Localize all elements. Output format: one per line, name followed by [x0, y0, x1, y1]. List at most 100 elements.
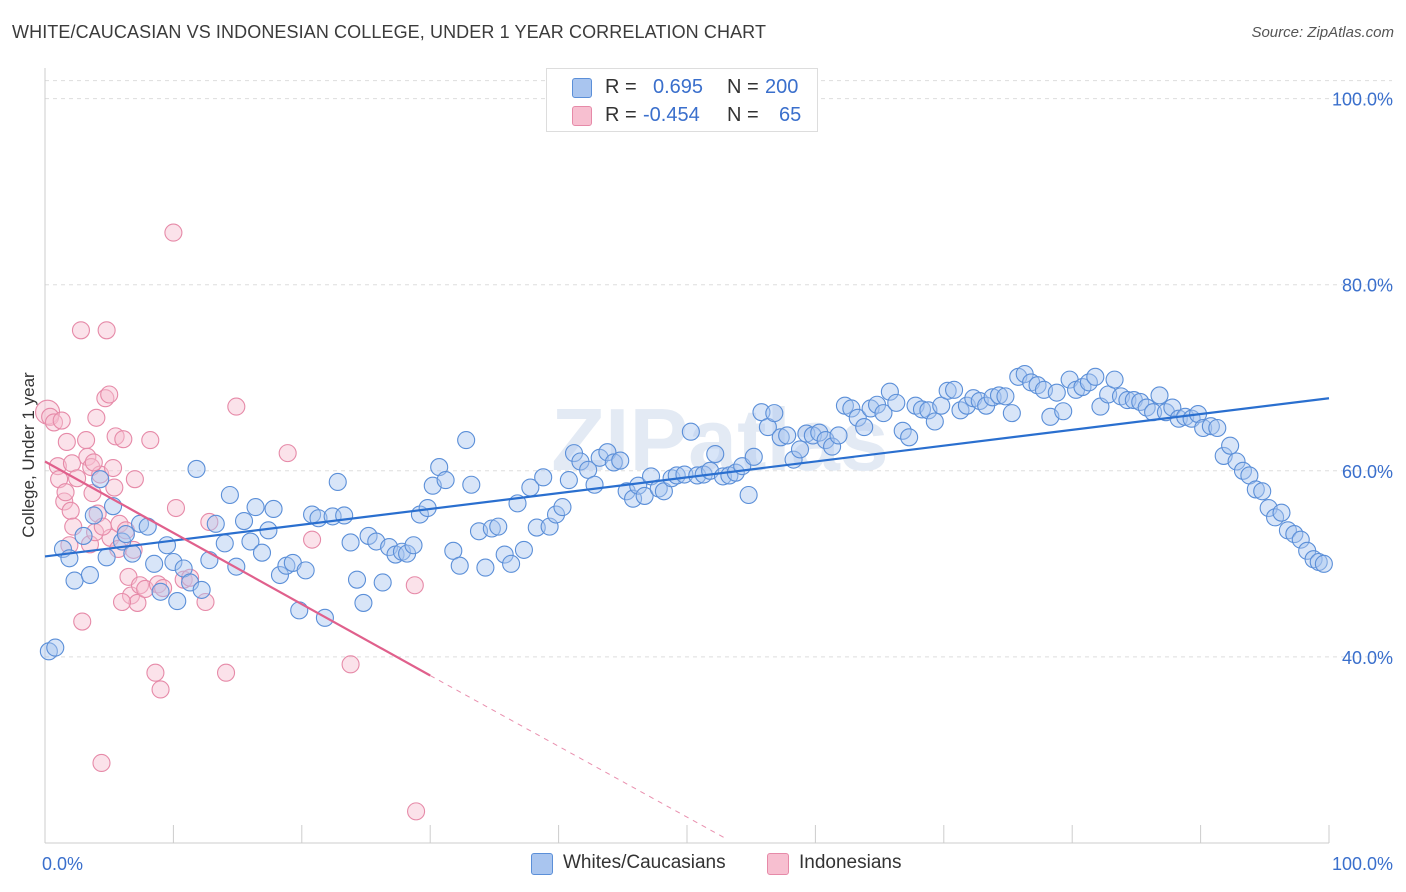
- data-point-whites: [1073, 378, 1092, 397]
- data-point-indonesians: [97, 321, 116, 340]
- data-point-whites: [1047, 383, 1066, 402]
- data-point-whites: [912, 400, 932, 419]
- data-point-whites: [145, 554, 164, 573]
- data-point-whites: [951, 401, 970, 420]
- data-point-whites: [1221, 436, 1240, 455]
- data-point-whites: [635, 486, 654, 505]
- data-point-whites: [502, 554, 521, 573]
- data-point-whites: [220, 485, 239, 505]
- data-point-whites: [598, 443, 617, 462]
- data-point-whites: [84, 506, 103, 525]
- data-point-whites: [168, 592, 187, 611]
- data-point-whites: [1253, 482, 1272, 501]
- data-point-whites: [629, 476, 648, 495]
- data-point-whites: [206, 514, 225, 533]
- data-point-whites: [157, 536, 177, 555]
- data-point-whites: [246, 498, 265, 517]
- data-point-whites: [893, 421, 912, 440]
- data-point-whites: [546, 505, 566, 524]
- data-point-whites: [335, 506, 354, 525]
- data-point-indonesians: [114, 430, 133, 449]
- data-point-whites: [457, 431, 476, 450]
- data-point-whites: [534, 468, 553, 487]
- data-point-whites: [234, 512, 254, 531]
- data-point-whites: [200, 551, 219, 570]
- legend-label-indonesians: Indonesians: [799, 852, 902, 873]
- source-label: Source: ZipAtlas.com: [1251, 24, 1394, 41]
- data-point-whites: [706, 445, 725, 464]
- legend-r-label: R =: [605, 76, 637, 98]
- data-point-whites: [1028, 376, 1047, 395]
- data-point-whites: [681, 422, 700, 441]
- data-point-whites: [328, 472, 347, 492]
- data-point-indonesians: [44, 413, 64, 432]
- data-point-indonesians: [55, 492, 74, 511]
- data-point-whites: [810, 423, 829, 442]
- data-point-whites: [65, 571, 84, 590]
- data-point-whites: [797, 424, 816, 443]
- trend-line-whites: [44, 397, 1330, 558]
- data-point-indonesians: [200, 512, 219, 532]
- data-point-indonesians: [84, 453, 103, 472]
- data-point-whites: [1266, 508, 1285, 527]
- data-point-whites: [579, 460, 598, 479]
- data-point-indonesians: [341, 655, 360, 674]
- legend-row-indonesians: R = -0.454 N = 65: [547, 101, 817, 129]
- data-point-indonesians: [125, 470, 144, 489]
- x-tick-label: 100.0%: [1332, 854, 1393, 874]
- y-tick-label: 60.0%: [1342, 462, 1393, 482]
- data-point-whites: [938, 381, 957, 400]
- data-point-whites: [739, 485, 758, 505]
- data-point-whites: [932, 396, 951, 415]
- data-point-whites: [1002, 404, 1021, 423]
- chart-title: WHITE/CAUCASIAN VS INDONESIAN COLLEGE, U…: [12, 22, 767, 42]
- data-point-whites: [74, 526, 93, 545]
- data-point-indonesians: [196, 592, 215, 612]
- data-point-indonesians: [61, 501, 80, 520]
- data-point-whites: [925, 412, 944, 431]
- data-point-whites: [495, 545, 514, 564]
- y-axis-label: College, Under 1 year: [19, 372, 38, 538]
- trend-line-indonesians: [44, 460, 431, 677]
- data-point-whites: [404, 536, 423, 555]
- legend-n-label: N =: [727, 76, 759, 98]
- data-point-indonesians: [92, 753, 111, 773]
- legend-n-value: 65: [779, 104, 802, 126]
- data-point-whites: [823, 437, 842, 456]
- data-point-indonesians: [303, 530, 322, 549]
- data-point-whites: [559, 471, 578, 490]
- data-point-indonesians: [52, 411, 71, 430]
- data-point-indonesians: [216, 663, 236, 682]
- data-point-whites: [1227, 452, 1246, 471]
- data-point-whites: [123, 544, 142, 563]
- data-point-whites: [752, 403, 771, 422]
- data-point-whites: [1150, 386, 1169, 405]
- data-point-whites: [1208, 418, 1227, 438]
- data-point-indonesians: [181, 568, 200, 587]
- data-point-whites: [790, 440, 810, 459]
- legend-row-whites: R = 0.695 N = 200: [547, 73, 817, 101]
- data-point-whites: [778, 426, 797, 445]
- data-point-whites: [91, 470, 110, 489]
- data-point-whites: [241, 532, 260, 551]
- trend-lines: [44, 397, 1330, 839]
- legend-label-whites: Whites/Caucasians: [563, 852, 726, 873]
- data-point-whites: [1163, 398, 1182, 417]
- data-point-whites: [771, 428, 790, 447]
- data-point-whites: [354, 593, 373, 612]
- data-point-whites: [1137, 398, 1156, 417]
- data-point-indonesians: [227, 397, 246, 416]
- y-tick-label: 100.0%: [1332, 90, 1393, 110]
- data-point-whites: [436, 471, 455, 490]
- data-point-whites: [462, 475, 481, 494]
- legend-n-label: N =: [727, 104, 759, 126]
- legend-swatch-pink: [767, 853, 789, 875]
- data-point-whites: [996, 387, 1015, 406]
- tick-labels: 40.0% 60.0% 80.0% 100.0% 0.0% 100.0%: [42, 90, 1393, 874]
- data-point-whites: [116, 525, 135, 544]
- data-point-whites: [151, 582, 170, 601]
- data-point-indonesians: [57, 432, 76, 452]
- data-point-whites: [1105, 370, 1124, 389]
- data-point-whites: [527, 518, 546, 537]
- data-point-indonesians: [56, 483, 75, 502]
